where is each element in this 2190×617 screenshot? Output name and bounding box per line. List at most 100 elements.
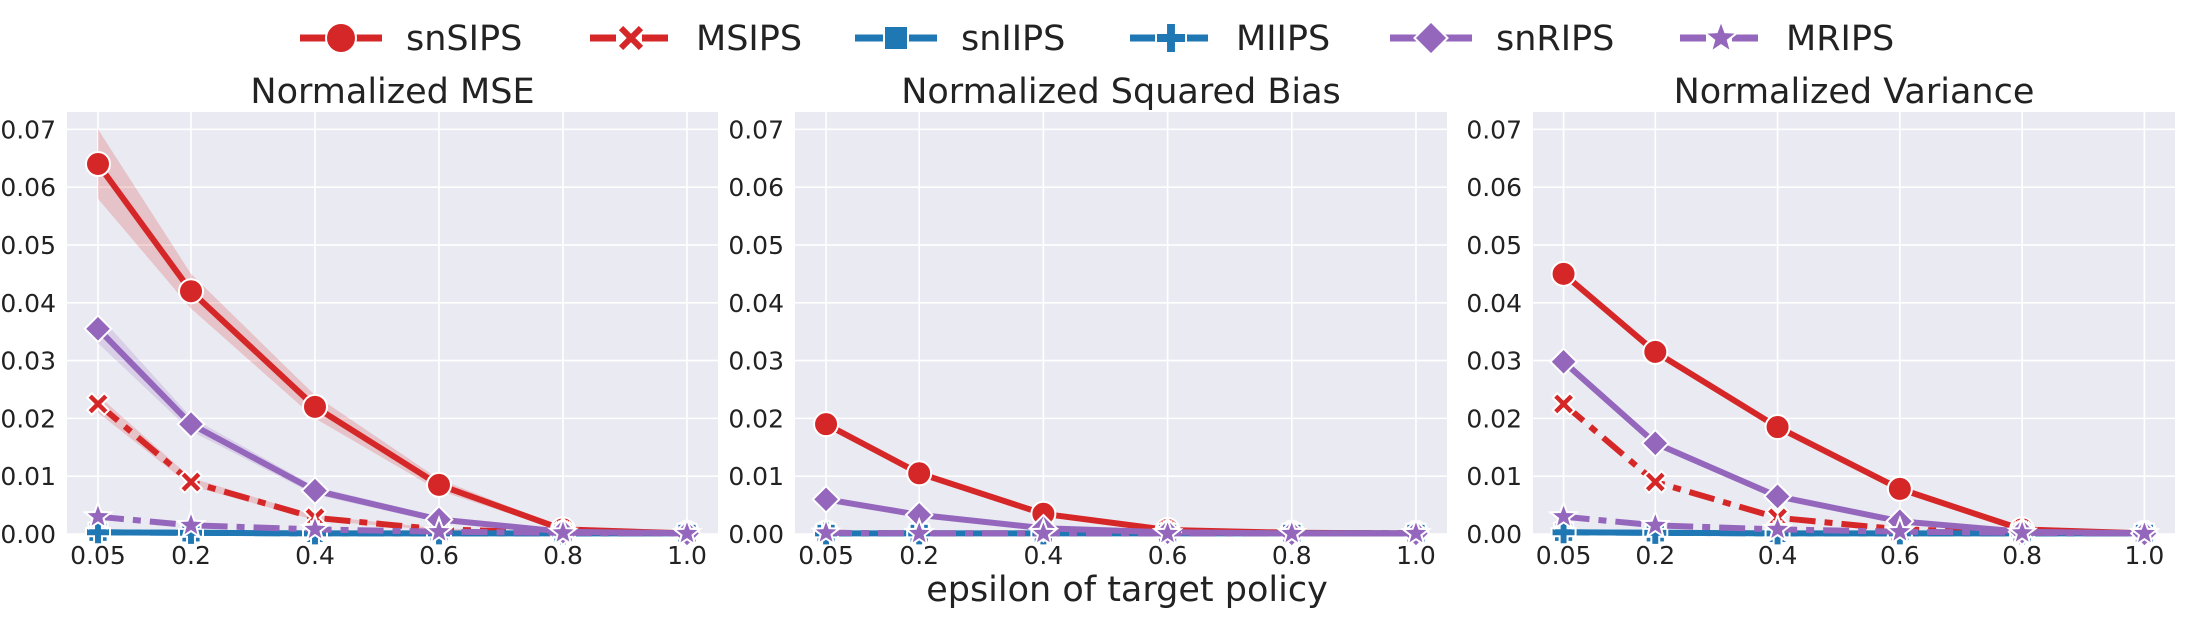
legend-label: MRIPS: [1786, 19, 1894, 59]
y-tick-label: 0.06: [1466, 173, 1522, 202]
chart-panels: Normalized MSE 0.00 0.01 0.02 0.03 0.04 0.05 0.…: [0, 72, 2175, 570]
data-point-star: [1547, 500, 1580, 531]
y-tick-label: 0.05: [728, 231, 784, 260]
series-mrips: [1547, 500, 2161, 546]
data-point-diamond: [300, 476, 330, 506]
y-tick-label: 0.07: [728, 115, 784, 144]
data-point-circle: [1550, 260, 1577, 287]
y-tick-label: 0.02: [728, 404, 784, 433]
data-point-star: [903, 516, 936, 546]
series-line: [1563, 513, 2145, 537]
data-point-star: [547, 516, 579, 546]
data-point-star: [1400, 516, 1432, 546]
data-point-star: [1639, 508, 1672, 539]
data-point-x: [1643, 469, 1668, 495]
legend-marker-x-icon: [616, 23, 646, 53]
data-point-star: [1761, 512, 1794, 543]
plot-area: [82, 129, 703, 546]
data-point-star: [1151, 516, 1184, 546]
legend-marker-plus-icon: [1155, 22, 1187, 54]
legend-entry-sniips: snIIPS: [855, 19, 1065, 59]
series-mrips: [82, 500, 703, 546]
legend-entry-mrips: MRIPS: [1680, 17, 1894, 59]
data-point-diamond: [811, 484, 841, 514]
data-point-x: [1551, 391, 1576, 417]
data-point-x: [85, 391, 111, 417]
y-tick-label: 0.01: [728, 462, 784, 491]
legend-label: MIIPS: [1236, 19, 1330, 59]
y-tick-label: 0.06: [0, 173, 56, 202]
data-point-circle: [178, 278, 204, 305]
data-point-star: [2128, 516, 2161, 546]
legend: snSIPS MSIPS snIIPS MIIPS snRIPS MRIPS: [300, 17, 1894, 59]
data-point-star: [1883, 515, 1916, 546]
legend-entry-snrips: snRIPS: [1390, 19, 1614, 59]
y-tick-label: 0.04: [0, 289, 56, 318]
series-mrips: [810, 516, 1432, 546]
legend-label: MSIPS: [696, 19, 802, 59]
legend-marker-square-icon: [883, 25, 909, 51]
data-point-circle: [813, 411, 840, 438]
y-tick-label: 0.03: [0, 347, 56, 376]
panel-1: Normalized MSE 0.00 0.01 0.02 0.03 0.04 0.05 0.…: [0, 72, 718, 570]
data-point-plus: [1550, 519, 1577, 546]
x-axis-label: epsilon of target policy: [926, 570, 1328, 610]
y-tick-label: 0.01: [0, 462, 56, 491]
y-tick-label: 0.00: [1466, 520, 1522, 549]
x-tick-label: 0.05: [70, 541, 126, 570]
y-tick-label: 0.07: [0, 115, 56, 144]
legend-entry-msips: MSIPS: [590, 19, 802, 59]
legend-label: snSIPS: [406, 19, 522, 59]
data-point-diamond: [176, 409, 206, 439]
y-tick-label: 0.01: [1466, 462, 1522, 491]
y-tick-label: 0.02: [0, 404, 56, 433]
legend-marker-circle-icon: [325, 22, 357, 54]
legend-label: snIIPS: [961, 19, 1065, 59]
y-tick-label: 0.03: [728, 347, 784, 376]
data-point-star: [2006, 516, 2039, 546]
data-point-diamond: [1640, 428, 1670, 458]
plot-area: [810, 411, 1432, 546]
data-point-star: [1275, 516, 1308, 546]
data-point-circle: [85, 151, 111, 178]
y-tick-label: 0.06: [728, 173, 784, 202]
legend-entry-miips: MIIPS: [1130, 19, 1330, 59]
data-point-circle: [1642, 338, 1669, 365]
y-tick-label: 0.07: [1466, 115, 1522, 144]
series-line: [97, 513, 688, 537]
y-tick-label: 0.05: [0, 231, 56, 260]
legend-marker-diamond-icon: [1413, 20, 1449, 56]
legend-marker-star-icon: [1701, 17, 1741, 55]
panel-title: Normalized MSE: [250, 72, 534, 112]
data-point-diamond: [1548, 347, 1579, 377]
series-line: [825, 529, 1416, 537]
plot-area: [1547, 260, 2161, 546]
data-point-circle: [1886, 475, 1913, 502]
data-point-star: [1027, 516, 1060, 546]
panel-3: Normalized Variance 0.00 0.01 0.02 0.03 0.04 0…: [1466, 72, 2175, 570]
data-point-star: [671, 516, 703, 546]
data-point-diamond: [83, 314, 113, 344]
data-point-circle: [302, 393, 328, 420]
y-tick-label: 0.00: [728, 520, 784, 549]
data-point-diamond: [1762, 481, 1793, 512]
y-tick-label: 0.02: [1466, 404, 1522, 433]
y-tick-label: 0.04: [1466, 289, 1522, 318]
data-point-circle: [426, 471, 452, 498]
data-point-circle: [1764, 414, 1791, 441]
legend-entry-snsips: snSIPS: [300, 19, 522, 59]
data-point-star: [175, 508, 207, 539]
plot-background: [67, 112, 718, 534]
data-point-plus: [85, 519, 111, 546]
panel-2: Normalized Squared Bias 0.00 0.01 0.02 0.03 0…: [728, 72, 1447, 570]
legend-label: snRIPS: [1496, 19, 1614, 59]
panel-title: Normalized Squared Bias: [901, 72, 1341, 112]
plot-background: [795, 112, 1447, 534]
plot-background: [1533, 112, 2175, 534]
data-point-star: [82, 500, 114, 531]
y-tick-label: 0.03: [1466, 347, 1522, 376]
series-line: [96, 401, 688, 537]
panel-title: Normalized Variance: [1674, 72, 2035, 112]
y-tick-label: 0.00: [0, 520, 56, 549]
